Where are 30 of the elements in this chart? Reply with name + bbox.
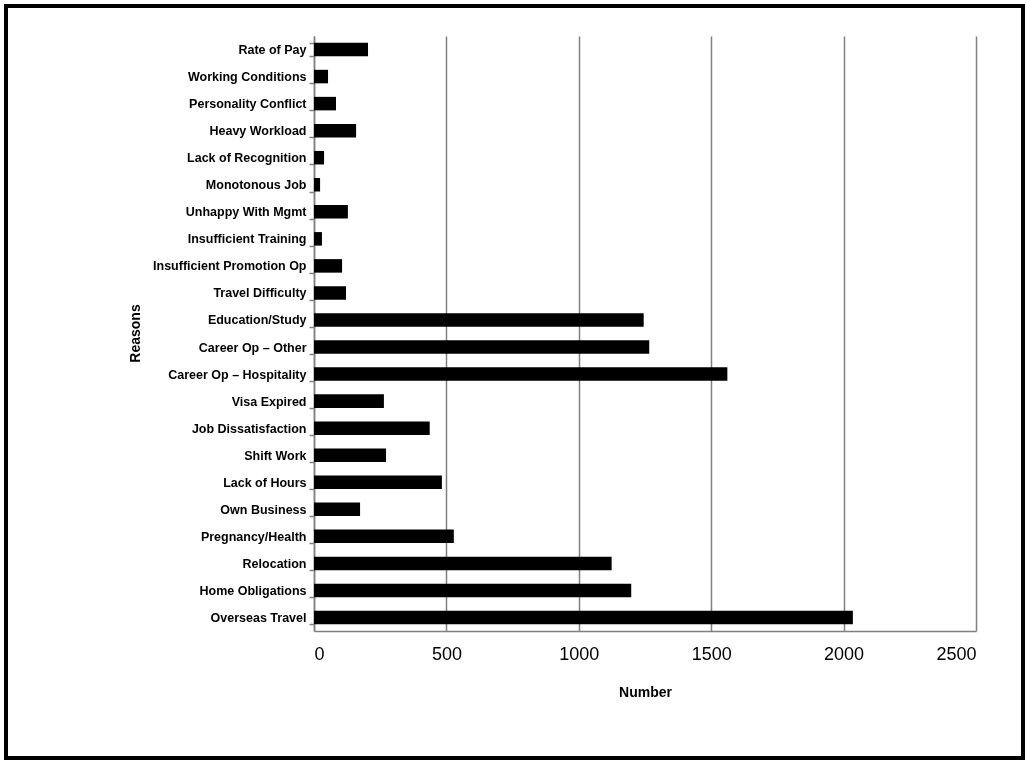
x-axis-title: Number	[619, 683, 673, 700]
y-tick-label: Heavy Workload	[209, 124, 307, 139]
y-tick-label: Lack of Recognition	[187, 151, 307, 166]
x-tick-label: 2000	[824, 643, 865, 664]
x-tick-label: 500	[431, 643, 462, 664]
y-tick-label: Visa Expired	[231, 394, 307, 409]
x-tick-label: 0	[314, 643, 325, 664]
y-tick-label: Personality Conflict	[189, 97, 308, 112]
y-tick-label: Relocation	[242, 556, 307, 571]
y-axis-title: Reasons	[126, 304, 143, 363]
y-tick-label: Own Business	[220, 502, 307, 517]
x-tick-label: 1500	[691, 643, 732, 664]
y-tick-label: Career Op – Other	[198, 340, 307, 355]
y-tick-label: Working Conditions	[187, 70, 307, 85]
x-tick-label: 1000	[559, 643, 600, 664]
y-tick-label: Travel Difficulty	[213, 286, 307, 301]
y-tick-label: Rate of Pay	[238, 43, 307, 58]
y-tick-label: Unhappy With Mgmt	[185, 205, 308, 220]
y-tick-label: Insufficient Promotion Op	[153, 259, 307, 274]
y-tick-label: Insufficient Training	[187, 232, 307, 247]
y-tick-label: Education/Study	[207, 313, 307, 328]
y-tick-label: Career Op – Hospitality	[168, 367, 307, 382]
x-tick-label: 2500	[936, 643, 977, 664]
y-tick-label: Overseas Travel	[210, 610, 307, 625]
y-tick-label: Pregnancy/Health	[200, 529, 307, 544]
y-tick-label: Monotonous Job	[205, 178, 307, 193]
y-tick-label: Lack of Hours	[223, 475, 307, 490]
y-tick-label: Job Dissatisfaction	[191, 421, 307, 436]
y-tick-label: Shift Work	[244, 448, 307, 463]
y-tick-label: Home Obligations	[199, 583, 307, 598]
